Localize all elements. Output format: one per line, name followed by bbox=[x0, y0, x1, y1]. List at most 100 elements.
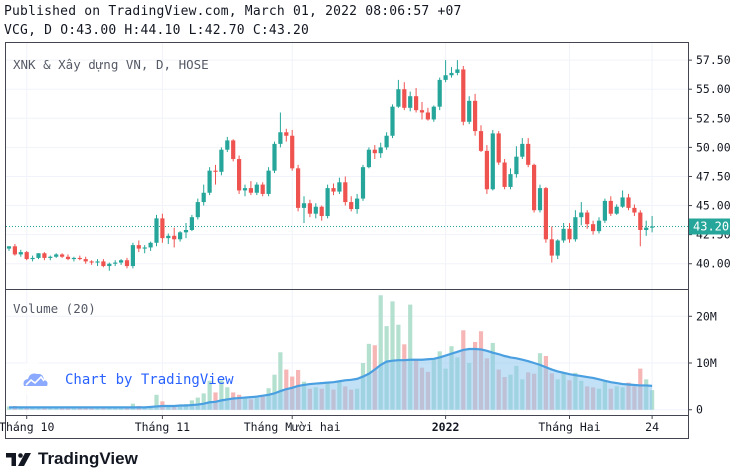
candle bbox=[461, 65, 466, 126]
candle-body bbox=[591, 224, 596, 232]
candle-body bbox=[366, 149, 371, 168]
candle bbox=[6, 246, 12, 251]
candle bbox=[467, 96, 472, 125]
candle-body bbox=[419, 110, 425, 113]
candle bbox=[478, 125, 484, 153]
candle-body bbox=[596, 220, 602, 232]
candle bbox=[36, 253, 41, 260]
candle-body bbox=[65, 256, 71, 260]
candle-body bbox=[573, 217, 578, 240]
candle-body bbox=[172, 235, 177, 240]
candle bbox=[555, 239, 560, 260]
candle bbox=[508, 168, 513, 190]
watermark[interactable]: Chart by TradingView bbox=[16, 362, 234, 396]
candle-body bbox=[638, 212, 643, 230]
candle bbox=[172, 227, 177, 248]
candle bbox=[254, 182, 259, 196]
candle-body bbox=[390, 106, 395, 136]
candle-body bbox=[555, 240, 560, 256]
candle bbox=[437, 77, 442, 111]
candle bbox=[650, 216, 655, 233]
candle bbox=[366, 147, 371, 169]
candle-body bbox=[83, 259, 88, 262]
candle bbox=[284, 128, 289, 142]
candle bbox=[278, 112, 283, 148]
price-tick-label: 47.50 bbox=[696, 169, 731, 183]
candle bbox=[201, 184, 206, 206]
time-tick-label: 2022 bbox=[432, 420, 460, 434]
candle-body bbox=[549, 239, 554, 256]
candle-body bbox=[278, 132, 283, 144]
candle-body bbox=[296, 168, 301, 208]
candle-body bbox=[396, 89, 401, 107]
candle-body bbox=[614, 206, 619, 214]
candle-body bbox=[290, 135, 295, 169]
candle bbox=[396, 79, 401, 108]
candle bbox=[231, 139, 236, 162]
candle bbox=[290, 129, 295, 171]
candle-body bbox=[473, 100, 478, 132]
candle-body bbox=[514, 156, 519, 175]
candle bbox=[301, 196, 307, 224]
candle bbox=[402, 82, 407, 111]
candle-body bbox=[213, 170, 218, 172]
candle bbox=[166, 233, 171, 244]
candle-body bbox=[54, 254, 59, 257]
candle-body bbox=[89, 261, 94, 263]
open-value: O:43.00 bbox=[60, 23, 117, 38]
price-tick-label: 50.00 bbox=[696, 140, 731, 154]
volume-tick-label: 20M bbox=[696, 309, 717, 323]
candle-body bbox=[443, 75, 448, 80]
candle-body bbox=[632, 207, 637, 213]
candle-body bbox=[349, 202, 354, 210]
candle-body bbox=[201, 192, 206, 203]
symbol-label: VCG, bbox=[4, 23, 37, 38]
candle-body bbox=[508, 174, 513, 187]
candle-body bbox=[461, 69, 466, 122]
time-tick-label: Tháng 11 bbox=[135, 420, 190, 434]
candle bbox=[130, 242, 135, 269]
candle-body bbox=[154, 218, 159, 243]
candle bbox=[567, 223, 572, 243]
candle bbox=[360, 164, 366, 201]
candle bbox=[638, 210, 643, 247]
volume-bar bbox=[378, 295, 383, 410]
candle bbox=[620, 190, 625, 208]
candle-body bbox=[160, 218, 165, 239]
candle-body bbox=[414, 96, 419, 111]
candle bbox=[12, 243, 17, 256]
candle bbox=[626, 193, 631, 211]
volume-pane-legend: Volume (20) bbox=[13, 301, 96, 316]
candle bbox=[113, 260, 118, 267]
candle bbox=[225, 136, 230, 153]
candle-body bbox=[313, 206, 318, 214]
candle-body bbox=[343, 182, 348, 203]
candle bbox=[632, 204, 637, 217]
price-tick-label: 57.50 bbox=[696, 53, 731, 67]
candle bbox=[325, 184, 330, 219]
candle bbox=[119, 259, 124, 265]
candle-body bbox=[18, 252, 23, 255]
candle-body bbox=[30, 257, 35, 260]
candle-body bbox=[331, 188, 336, 192]
candle-body bbox=[254, 184, 259, 193]
candle-body bbox=[561, 228, 566, 241]
candle bbox=[614, 204, 619, 215]
candle-body bbox=[195, 202, 200, 218]
price-tick-label: 45.00 bbox=[696, 199, 731, 213]
candle-body bbox=[266, 170, 271, 194]
candle bbox=[579, 202, 584, 226]
last-price-badge bbox=[689, 218, 730, 235]
candle-body bbox=[95, 261, 100, 263]
candle bbox=[95, 259, 100, 267]
candle-body bbox=[496, 133, 501, 163]
tradingview-footer[interactable]: TradingView bbox=[6, 449, 138, 469]
time-tick-label: Tháng Mười hai bbox=[244, 420, 341, 434]
volume-bar bbox=[207, 380, 212, 410]
candle bbox=[337, 177, 342, 194]
candle bbox=[272, 141, 277, 173]
candle bbox=[183, 223, 189, 239]
price-tick-label: 55.00 bbox=[696, 82, 731, 96]
candle bbox=[532, 163, 537, 213]
